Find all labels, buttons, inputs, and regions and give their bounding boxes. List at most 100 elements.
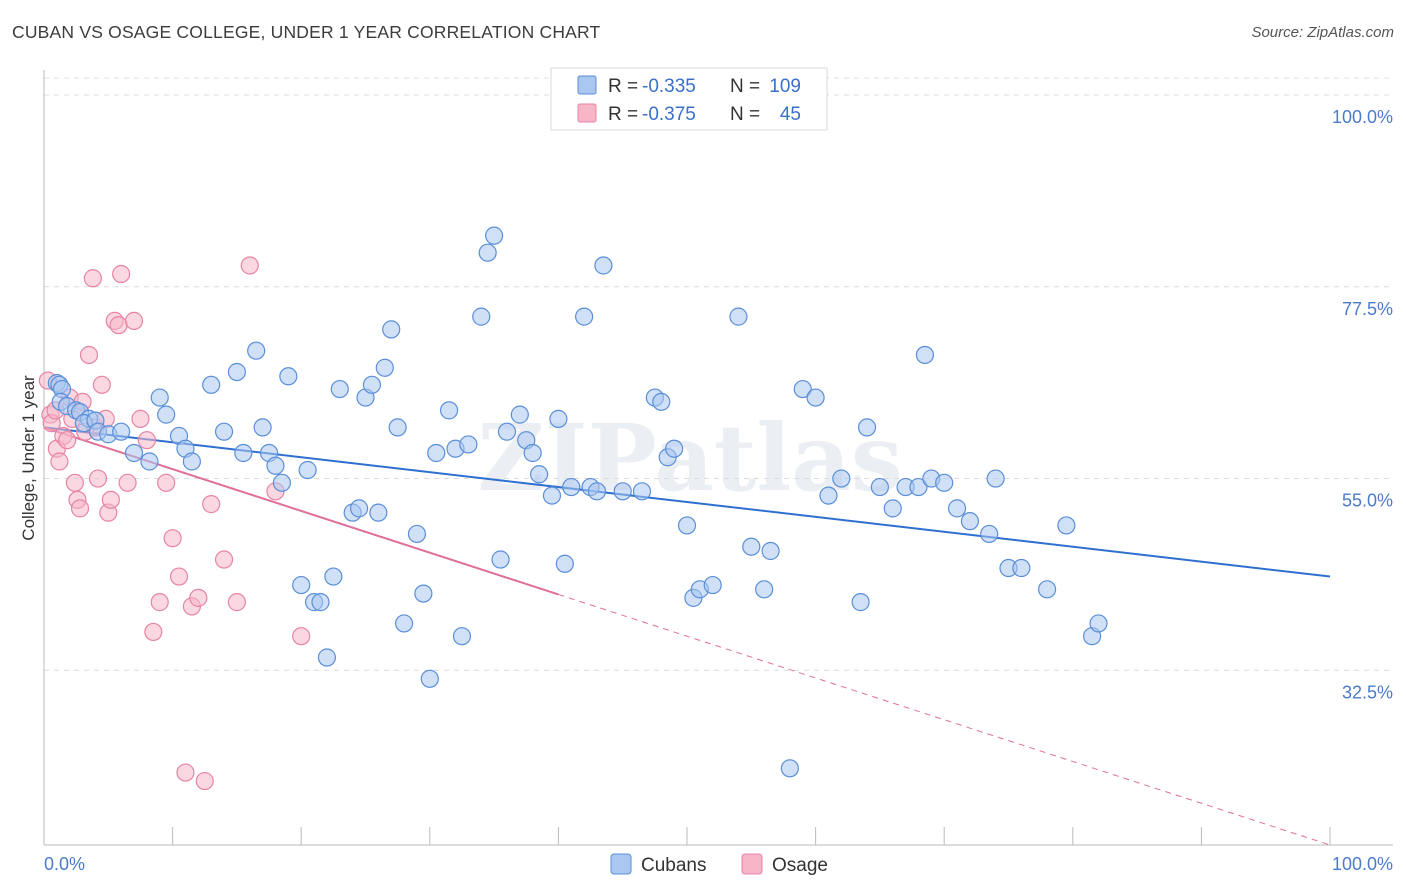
cubans-point-29 bbox=[279, 367, 298, 386]
cubans-point-47 bbox=[414, 584, 433, 603]
cubans-point-61 bbox=[523, 443, 542, 463]
osage-point-22 bbox=[101, 490, 120, 509]
bottom-legend-swatch-cubans bbox=[610, 853, 632, 875]
osage-trend-line-extension bbox=[558, 593, 1331, 846]
cubans-point-52 bbox=[452, 627, 472, 646]
cubans-point-70 bbox=[594, 256, 613, 275]
cubans-point-64 bbox=[549, 409, 568, 428]
cubans-point-89 bbox=[832, 469, 851, 488]
source-label: Source: ZipAtlas.com bbox=[1251, 24, 1394, 41]
cubans-point-83 bbox=[755, 580, 774, 599]
y-tick-label-0: 32.5% bbox=[1342, 682, 1393, 702]
osage-point-41 bbox=[227, 593, 246, 612]
cubans-point-36 bbox=[330, 379, 349, 399]
cubans-point-35 bbox=[324, 567, 343, 586]
cubans-point-82 bbox=[742, 537, 761, 556]
osage-point-32 bbox=[157, 473, 176, 492]
cubans-point-56 bbox=[485, 226, 504, 245]
cubans-point-21 bbox=[214, 422, 234, 441]
cubans-trend-line bbox=[43, 426, 1331, 578]
legend-r-value-cubans: -0.335 bbox=[642, 76, 696, 97]
cubans-point-42 bbox=[375, 358, 394, 377]
cubans-point-92 bbox=[870, 477, 890, 497]
cubans-point-62 bbox=[530, 465, 549, 484]
cubans-point-108 bbox=[1089, 614, 1108, 633]
osage-point-26 bbox=[118, 473, 137, 492]
bottom-legend-label-cubans: Cubans bbox=[641, 855, 707, 876]
cubans-point-74 bbox=[652, 392, 671, 411]
cubans-point-105 bbox=[1037, 580, 1057, 599]
cubans-point-53 bbox=[459, 435, 478, 454]
cubans-point-24 bbox=[247, 341, 266, 360]
cubans-point-19 bbox=[182, 452, 201, 471]
osage-point-39 bbox=[202, 495, 221, 514]
cubans-point-30 bbox=[292, 575, 311, 595]
cubans-point-72 bbox=[632, 482, 652, 501]
cubans-point-27 bbox=[266, 456, 285, 475]
osage-point-7 bbox=[58, 431, 77, 450]
cubans-point-48 bbox=[420, 669, 439, 688]
osage-point-24 bbox=[109, 316, 128, 335]
legend-r-value-osage: -0.375 bbox=[642, 104, 696, 125]
cubans-point-55 bbox=[478, 243, 497, 262]
osage-point-40 bbox=[214, 550, 234, 569]
cubans-point-34 bbox=[317, 648, 337, 667]
y-tick-labels: 32.5% 55.0% 77.5% 100.0% bbox=[1332, 107, 1393, 702]
cubans-point-23 bbox=[234, 443, 253, 463]
cubans-point-46 bbox=[407, 524, 427, 544]
cubans-point-25 bbox=[253, 418, 272, 437]
cubans-point-67 bbox=[575, 307, 594, 326]
osage-point-44 bbox=[292, 627, 311, 646]
osage-point-18 bbox=[88, 469, 108, 488]
cubans-point-58 bbox=[497, 422, 517, 441]
cubans-point-22 bbox=[227, 362, 246, 382]
cubans-point-87 bbox=[806, 388, 825, 407]
cubans-point-38 bbox=[349, 499, 369, 518]
cubans-point-101 bbox=[980, 524, 999, 544]
legend-r-label-osage: R = bbox=[608, 104, 638, 125]
cubans-point-100 bbox=[960, 512, 980, 531]
cubans-point-77 bbox=[677, 516, 697, 535]
cubans-point-43 bbox=[382, 320, 401, 339]
legend-n-label-osage: N = bbox=[730, 104, 760, 125]
legend-n-value-osage: 45 bbox=[780, 104, 801, 125]
cubans-point-33 bbox=[311, 593, 330, 612]
y-tick-label-3: 100.0% bbox=[1332, 107, 1393, 127]
osage-point-5 bbox=[50, 452, 69, 471]
cubans-point-91 bbox=[857, 418, 877, 437]
cubans-point-86 bbox=[793, 379, 812, 399]
osage-point-34 bbox=[169, 567, 189, 586]
cubans-point-12 bbox=[112, 422, 131, 441]
osage-point-42 bbox=[240, 256, 259, 275]
osage-point-28 bbox=[131, 409, 150, 428]
watermark: ZIPatlas bbox=[477, 404, 902, 512]
cubans-point-81 bbox=[729, 307, 748, 326]
cubans-point-98 bbox=[935, 473, 954, 492]
cubans-point-15 bbox=[150, 388, 169, 407]
cubans-point-54 bbox=[472, 307, 491, 326]
cubans-point-20 bbox=[202, 375, 221, 394]
cubans-point-45 bbox=[394, 614, 414, 633]
stats-legend-box bbox=[550, 67, 828, 131]
cubans-point-102 bbox=[986, 469, 1005, 488]
osage-point-16 bbox=[83, 269, 102, 288]
osage-point-19 bbox=[92, 375, 111, 394]
osage-point-37 bbox=[189, 588, 208, 607]
cubans-point-85 bbox=[780, 759, 799, 778]
cubans-point-90 bbox=[851, 593, 870, 612]
cubans-point-57 bbox=[491, 550, 510, 569]
osage-point-29 bbox=[137, 431, 156, 450]
legend-swatch-osage bbox=[577, 103, 597, 123]
cubans-point-96 bbox=[915, 345, 935, 365]
cubans-point-28 bbox=[272, 473, 292, 492]
osage-point-10 bbox=[65, 473, 84, 492]
legend-n-label-cubans: N = bbox=[730, 76, 760, 97]
cubans-point-76 bbox=[665, 439, 684, 458]
chart-title: CUBAN VS OSAGE COLLEGE, UNDER 1 YEAR COR… bbox=[12, 22, 601, 42]
osage-point-12 bbox=[70, 499, 90, 518]
bottom-legend-label-osage: Osage bbox=[772, 855, 828, 876]
cubans-point-99 bbox=[947, 499, 967, 518]
cubans-point-14 bbox=[140, 452, 159, 471]
osage-point-35 bbox=[176, 763, 195, 782]
